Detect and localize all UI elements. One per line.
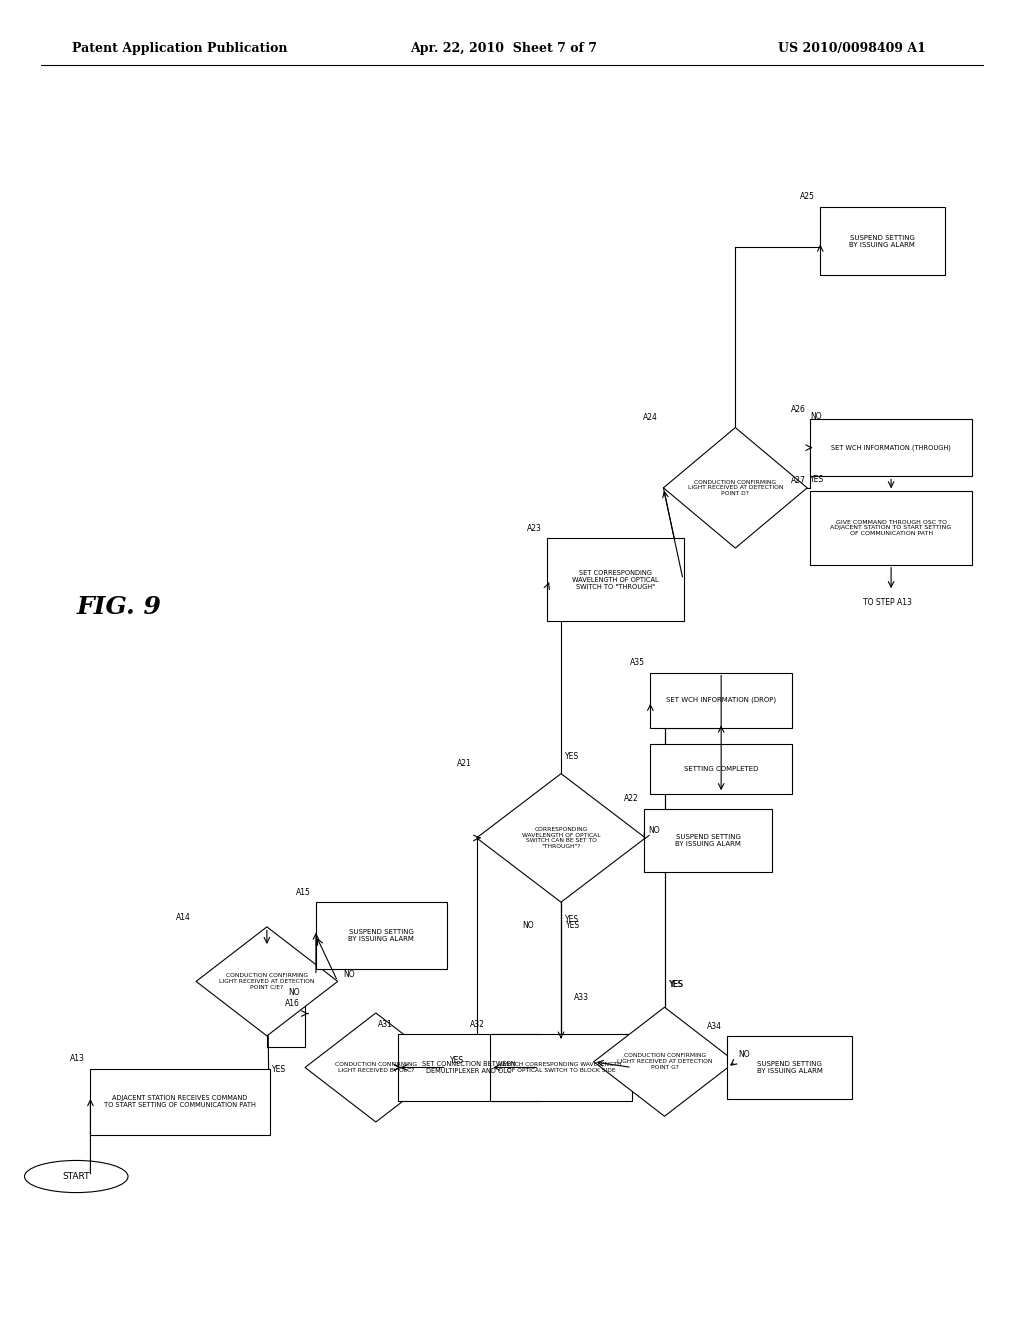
FancyBboxPatch shape bbox=[650, 673, 792, 727]
Text: SET CONNECTION BETWEEN
DEMULTIPLEXER AND OLC: SET CONNECTION BETWEEN DEMULTIPLEXER AND… bbox=[422, 1061, 515, 1074]
Text: SETTING COMPLETED: SETTING COMPLETED bbox=[684, 766, 759, 772]
Text: CONDUCTION CONFIRMING
LIGHT RECEIVED BY OLC?: CONDUCTION CONFIRMING LIGHT RECEIVED BY … bbox=[335, 1063, 417, 1073]
Text: TO STEP A13: TO STEP A13 bbox=[863, 598, 912, 607]
FancyBboxPatch shape bbox=[820, 207, 945, 276]
Polygon shape bbox=[594, 1007, 735, 1117]
FancyBboxPatch shape bbox=[548, 539, 684, 620]
Text: A35: A35 bbox=[630, 659, 645, 668]
Text: CORRESPONDING
WAVELENGTH OF OPTICAL
SWITCH CAN BE SET TO
"THROUGH"?: CORRESPONDING WAVELENGTH OF OPTICAL SWIT… bbox=[521, 826, 600, 849]
Text: NO: NO bbox=[810, 412, 822, 421]
Text: A13: A13 bbox=[70, 1055, 85, 1064]
Text: GIVE COMMAND THROUGH OSC TO
ADJACENT STATION TO START SETTING
OF COMMUNICATION P: GIVE COMMAND THROUGH OSC TO ADJACENT STA… bbox=[830, 520, 951, 536]
Text: SUSPEND SETTING
BY ISSUING ALARM: SUSPEND SETTING BY ISSUING ALARM bbox=[675, 834, 741, 846]
Text: NO: NO bbox=[648, 826, 659, 836]
Text: SET CORRESPONDING
WAVELENGTH OF OPTICAL
SWITCH TO "THROUGH": SET CORRESPONDING WAVELENGTH OF OPTICAL … bbox=[572, 570, 658, 590]
FancyBboxPatch shape bbox=[90, 1069, 269, 1135]
FancyBboxPatch shape bbox=[490, 1034, 632, 1101]
Text: A24: A24 bbox=[643, 413, 658, 422]
Text: SUSPEND SETTING
BY ISSUING ALARM: SUSPEND SETTING BY ISSUING ALARM bbox=[850, 235, 915, 248]
FancyBboxPatch shape bbox=[644, 809, 772, 871]
Text: SUSPEND SETTING
BY ISSUING ALARM: SUSPEND SETTING BY ISSUING ALARM bbox=[348, 929, 415, 942]
Text: A33: A33 bbox=[573, 993, 589, 1002]
Polygon shape bbox=[196, 927, 338, 1036]
Ellipse shape bbox=[25, 1160, 128, 1192]
FancyBboxPatch shape bbox=[810, 418, 972, 477]
Text: YES: YES bbox=[669, 981, 683, 989]
Text: CONDUCTION CONFIRMING
LIGHT RECEIVED AT DETECTION
POINT G?: CONDUCTION CONFIRMING LIGHT RECEIVED AT … bbox=[616, 1053, 713, 1071]
Polygon shape bbox=[664, 428, 807, 548]
Text: A31: A31 bbox=[378, 1020, 392, 1028]
Text: SWITCH CORRESPONDING WAVELENGTH
OF OPTICAL SWITCH TO BLOCK SIDE: SWITCH CORRESPONDING WAVELENGTH OF OPTIC… bbox=[501, 1063, 622, 1073]
Text: A16: A16 bbox=[285, 999, 300, 1007]
Text: A23: A23 bbox=[527, 524, 543, 533]
Text: A21: A21 bbox=[457, 759, 471, 768]
Text: NO: NO bbox=[522, 920, 535, 929]
Text: A32: A32 bbox=[470, 1020, 485, 1028]
Text: YES: YES bbox=[566, 920, 581, 929]
Text: NO: NO bbox=[738, 1051, 750, 1059]
Text: NO: NO bbox=[289, 989, 300, 998]
FancyBboxPatch shape bbox=[727, 1036, 852, 1100]
Text: YES: YES bbox=[565, 915, 580, 924]
FancyBboxPatch shape bbox=[650, 744, 792, 793]
Text: A14: A14 bbox=[176, 912, 190, 921]
Text: YES: YES bbox=[450, 1056, 464, 1065]
Polygon shape bbox=[476, 774, 645, 902]
Text: FIG. 9: FIG. 9 bbox=[77, 595, 162, 619]
Polygon shape bbox=[305, 1012, 446, 1122]
Text: ADJACENT STATION RECEIVES COMMAND
TO START SETTING OF COMMUNICATION PATH: ADJACENT STATION RECEIVES COMMAND TO STA… bbox=[103, 1096, 256, 1109]
Text: A22: A22 bbox=[624, 795, 639, 804]
Text: Apr. 22, 2010  Sheet 7 of 7: Apr. 22, 2010 Sheet 7 of 7 bbox=[410, 42, 597, 55]
Text: A27: A27 bbox=[791, 477, 805, 486]
Text: SET WCH INFORMATION (THROUGH): SET WCH INFORMATION (THROUGH) bbox=[831, 445, 951, 451]
Text: YES: YES bbox=[670, 981, 684, 989]
Text: START: START bbox=[62, 1172, 90, 1181]
Text: YES: YES bbox=[810, 475, 824, 484]
Text: US 2010/0098409 A1: US 2010/0098409 A1 bbox=[778, 42, 926, 55]
Text: SET WCH INFORMATION (DROP): SET WCH INFORMATION (DROP) bbox=[666, 697, 776, 704]
FancyBboxPatch shape bbox=[810, 491, 972, 565]
Text: YES: YES bbox=[272, 1065, 286, 1074]
Text: A15: A15 bbox=[296, 888, 311, 896]
FancyBboxPatch shape bbox=[316, 902, 446, 969]
Text: A34: A34 bbox=[707, 1022, 722, 1031]
FancyBboxPatch shape bbox=[397, 1034, 540, 1101]
Text: CONDUCTION CONFIRMING
LIGHT RECEIVED AT DETECTION
POINT D?: CONDUCTION CONFIRMING LIGHT RECEIVED AT … bbox=[688, 479, 783, 496]
Text: CONDUCTION CONFIRMING
LIGHT RECEIVED AT DETECTION
POINT C/E?: CONDUCTION CONFIRMING LIGHT RECEIVED AT … bbox=[219, 973, 314, 990]
Text: YES: YES bbox=[565, 752, 580, 760]
Text: A25: A25 bbox=[800, 193, 815, 202]
Text: SUSPEND SETTING
BY ISSUING ALARM: SUSPEND SETTING BY ISSUING ALARM bbox=[757, 1061, 822, 1074]
Text: A26: A26 bbox=[791, 405, 805, 413]
Text: Patent Application Publication: Patent Application Publication bbox=[72, 42, 287, 55]
Text: NO: NO bbox=[343, 970, 354, 978]
